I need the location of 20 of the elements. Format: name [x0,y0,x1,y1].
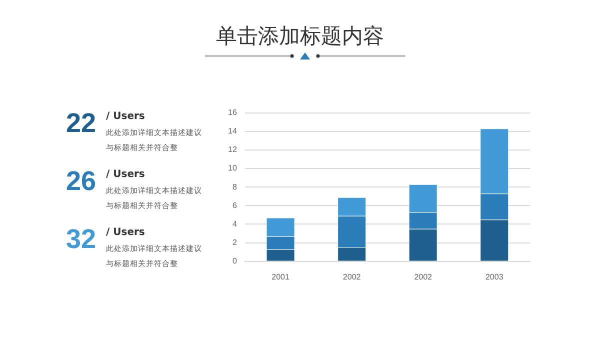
x-tick-label: 2002 [414,272,433,282]
y-tick-label: 4 [232,219,238,228]
chart-title: 单击添加标题内容 [215,23,385,50]
text: 32 [66,224,96,255]
text: 26 [66,166,96,197]
y-tick-label: 6 [232,200,238,210]
x-tick-label: 2002 [342,272,362,282]
y-tick-label: 10 [228,164,238,173]
y-tick-label: 0 [232,256,238,266]
y-tick-label: 8 [232,182,238,192]
text: 22 [66,108,96,139]
y-tick-label: 12 [228,145,238,154]
text: / Users [106,111,145,122]
text: / Users [106,169,145,180]
y-tick-label: 16 [228,108,238,118]
y-tick-label: 2 [232,238,238,248]
x-tick-label: 2001 [272,272,290,282]
text: / Users [106,227,145,238]
y-tick-label: 14 [228,126,238,136]
x-tick-label: 2003 [485,272,504,282]
